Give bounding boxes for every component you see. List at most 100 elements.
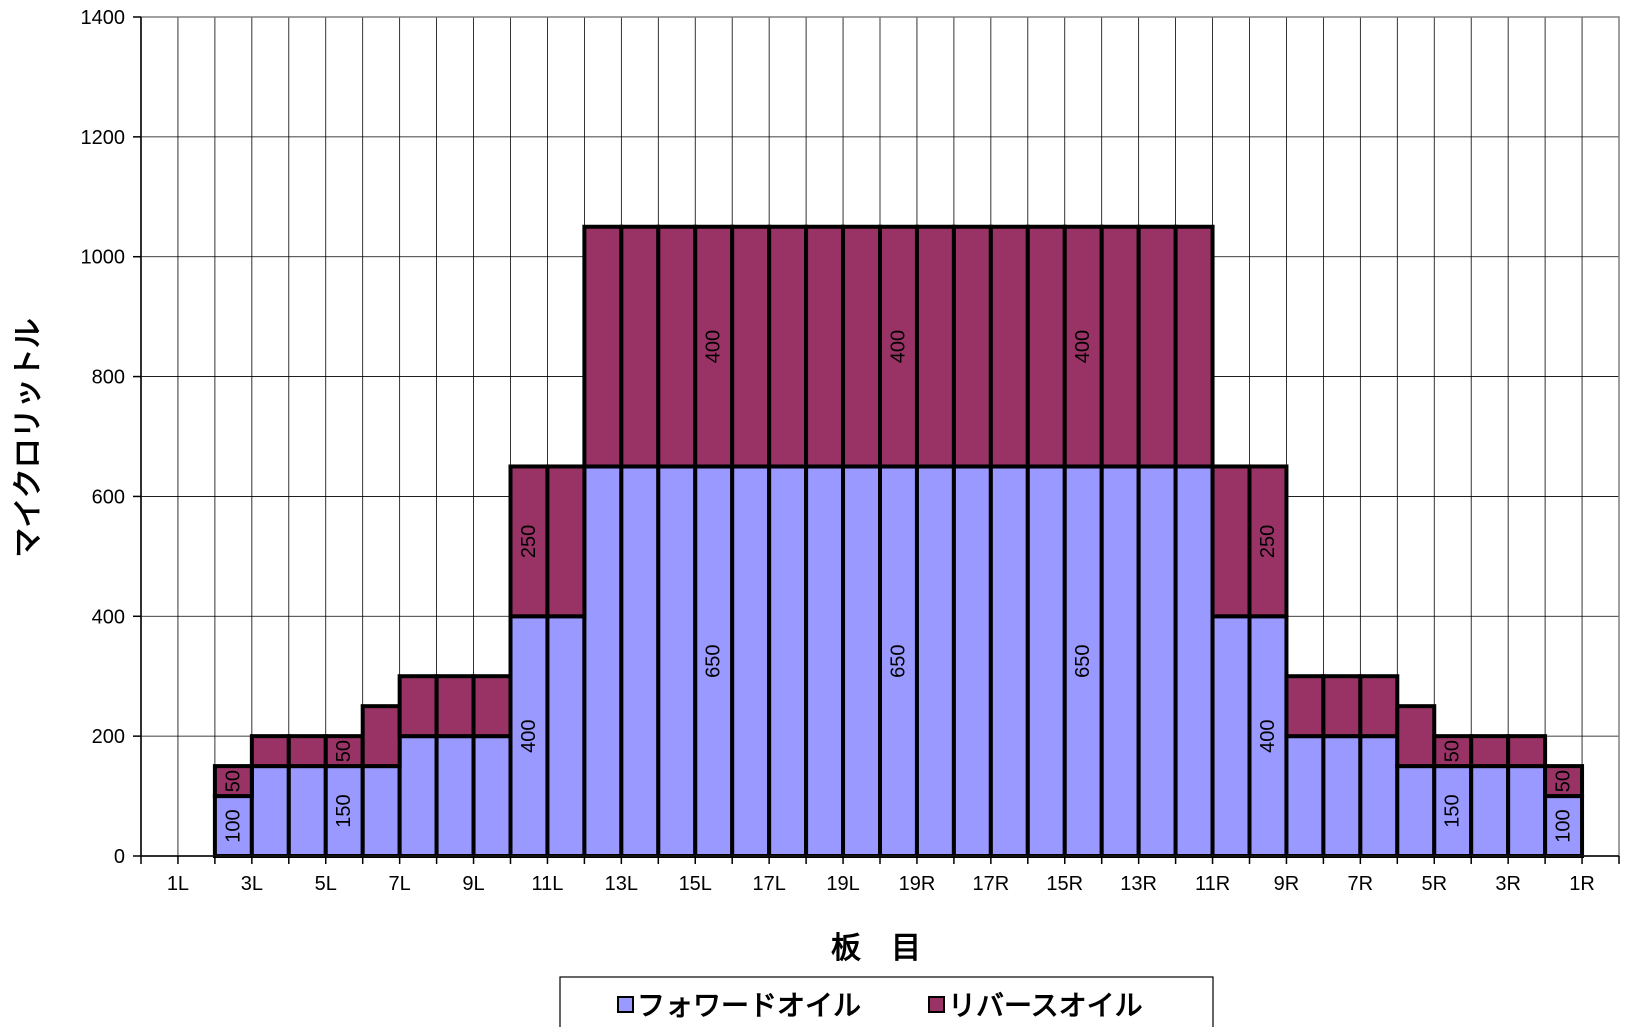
bar-forward-oil-14R bbox=[1099, 464, 1141, 858]
bar-reverse-oil-6L bbox=[360, 704, 402, 769]
data-label: 100 bbox=[1553, 809, 1575, 842]
bar-reverse-oil-7R bbox=[1358, 674, 1400, 739]
bar-forward-oil-3R bbox=[1506, 764, 1548, 858]
y-tick-label: 400 bbox=[92, 606, 125, 628]
x-tick-label: 13L bbox=[605, 873, 638, 895]
bar-forward-oil-9R bbox=[1284, 734, 1326, 859]
bar-reverse-oil-12L bbox=[582, 224, 624, 469]
bar-reverse-oil-15R bbox=[1062, 224, 1104, 469]
x-tick-label: 7R bbox=[1348, 873, 1374, 895]
bar-reverse-oil-3L bbox=[249, 734, 291, 769]
bar-reverse-oil-18R bbox=[951, 224, 993, 469]
x-tick-label: 1R bbox=[1569, 873, 1595, 895]
x-tick-label: 15R bbox=[1046, 873, 1083, 895]
bar-forward-oil-7R bbox=[1358, 734, 1400, 859]
y-tick-label: 200 bbox=[92, 726, 125, 748]
x-tick-label: 1L bbox=[167, 873, 189, 895]
bar-forward-oil-18L bbox=[804, 464, 846, 858]
x-tick-label: 5L bbox=[315, 873, 337, 895]
bar-forward-oil-14L bbox=[656, 464, 698, 858]
bar-reverse-oil-9L bbox=[471, 674, 513, 739]
data-label: 650 bbox=[1072, 645, 1094, 678]
bar-reverse-oil-14L bbox=[656, 224, 698, 469]
bar-forward-oil-13L bbox=[619, 464, 661, 858]
bar-forward-oil-6R bbox=[1395, 764, 1437, 858]
bar-reverse-oil-17L bbox=[767, 224, 809, 469]
bar-reverse-oil-18L bbox=[804, 224, 846, 469]
bar-forward-oil-17L bbox=[767, 464, 809, 858]
legend-label-reverse-oil: リバースオイル bbox=[948, 989, 1143, 1022]
data-label: 50 bbox=[1442, 740, 1464, 762]
bar-reverse-oil-8L bbox=[434, 674, 476, 739]
data-label: 150 bbox=[1442, 794, 1464, 827]
y-tick-label: 1000 bbox=[81, 247, 126, 269]
x-tick-label: 19L bbox=[826, 873, 859, 895]
x-tick-label: 3L bbox=[241, 873, 263, 895]
bar-forward-oil-12R bbox=[1173, 464, 1215, 858]
x-tick-label: 11R bbox=[1195, 873, 1230, 895]
bar-reverse-oil-16L bbox=[730, 224, 772, 469]
bar-reverse-oil-19L bbox=[841, 224, 882, 469]
bar-reverse-oil-2L bbox=[212, 764, 254, 799]
bar-reverse-oil-9R bbox=[1284, 674, 1326, 739]
bar-forward-oil-13R bbox=[1136, 464, 1178, 858]
legend-swatch-forward-oil bbox=[617, 996, 634, 1013]
bar-forward-oil-16L bbox=[730, 464, 772, 858]
bar-forward-oil-18R bbox=[951, 464, 993, 858]
bar-reverse-oil-4R bbox=[1469, 734, 1511, 769]
bar-reverse-oil-13R bbox=[1136, 224, 1178, 469]
x-tick-label: 17L bbox=[752, 873, 785, 895]
x-tick-label: 9R bbox=[1274, 873, 1300, 895]
data-label: 650 bbox=[703, 645, 725, 678]
bar-reverse-oil-2R bbox=[1543, 764, 1585, 799]
legend-box bbox=[559, 976, 1214, 1027]
bar-forward-oil-7L bbox=[397, 734, 439, 859]
x-tick-label: 13R bbox=[1120, 873, 1157, 895]
bar-reverse-oil-13L bbox=[619, 224, 661, 469]
bar-reverse-oil-10L bbox=[508, 464, 550, 619]
bar-reverse-oil-11R bbox=[1210, 464, 1252, 619]
bar-reverse-oil-10R bbox=[1247, 464, 1289, 619]
y-tick-label: 1400 bbox=[81, 7, 126, 29]
bar-forward-oil-11R bbox=[1210, 614, 1252, 858]
x-tick-label: 11L bbox=[532, 873, 564, 895]
bar-stacks bbox=[212, 224, 1585, 859]
data-label: 50 bbox=[333, 740, 355, 762]
y-tick-label: 1200 bbox=[81, 127, 126, 149]
x-tick-label: 15L bbox=[679, 873, 712, 895]
bar-forward-oil-4L bbox=[286, 764, 328, 858]
bar-forward-oil-19L bbox=[841, 464, 882, 858]
x-tick-label: 19R bbox=[899, 873, 936, 895]
y-tick-label: 0 bbox=[114, 846, 125, 868]
data-label: 50 bbox=[222, 770, 244, 792]
bar-forward-oil-12L bbox=[582, 464, 624, 858]
bar-reverse-oil-7L bbox=[397, 674, 439, 739]
y-tick-labels: 0 200 400 600 800 1000 1200 1400 bbox=[81, 7, 126, 868]
bar-forward-oil-8L bbox=[434, 734, 476, 859]
bar-reverse-oil-8R bbox=[1321, 674, 1363, 739]
x-tick-label: 5R bbox=[1421, 873, 1447, 895]
legend: フォワードオイル リバースオイル bbox=[559, 976, 1214, 1027]
data-label: 400 bbox=[703, 330, 725, 363]
bar-reverse-oil-3R bbox=[1506, 734, 1548, 769]
bar-reverse-oil-20 bbox=[878, 224, 919, 469]
x-tick-label: 9L bbox=[462, 873, 484, 895]
bar-reverse-oil-19R bbox=[914, 224, 956, 469]
data-label: 250 bbox=[1257, 525, 1279, 558]
bar-forward-oil-11L bbox=[545, 614, 587, 858]
data-label: 100 bbox=[222, 809, 244, 842]
data-label: 250 bbox=[518, 525, 540, 558]
bar-forward-oil-9L bbox=[471, 734, 513, 859]
bar-reverse-oil-14R bbox=[1099, 224, 1141, 469]
bar-forward-oil-16R bbox=[1025, 464, 1067, 858]
x-tick-label: 3R bbox=[1495, 873, 1521, 895]
legend-label-forward-oil: フォワードオイル bbox=[637, 989, 861, 1022]
bar-reverse-oil-12R bbox=[1173, 224, 1215, 469]
bar-forward-oil-3L bbox=[249, 764, 291, 858]
bar-reverse-oil-4L bbox=[286, 734, 328, 769]
data-label: 400 bbox=[887, 330, 909, 363]
bar-forward-oil-10R bbox=[1247, 614, 1289, 858]
x-tick-labels: 1L 3L 5L 7L 9L 11L 13L 15L 17L 19L 19R 17R 15R 13R 11R… bbox=[167, 873, 1595, 895]
bar-reverse-oil-17R bbox=[988, 224, 1030, 469]
data-label: 400 bbox=[518, 719, 540, 752]
